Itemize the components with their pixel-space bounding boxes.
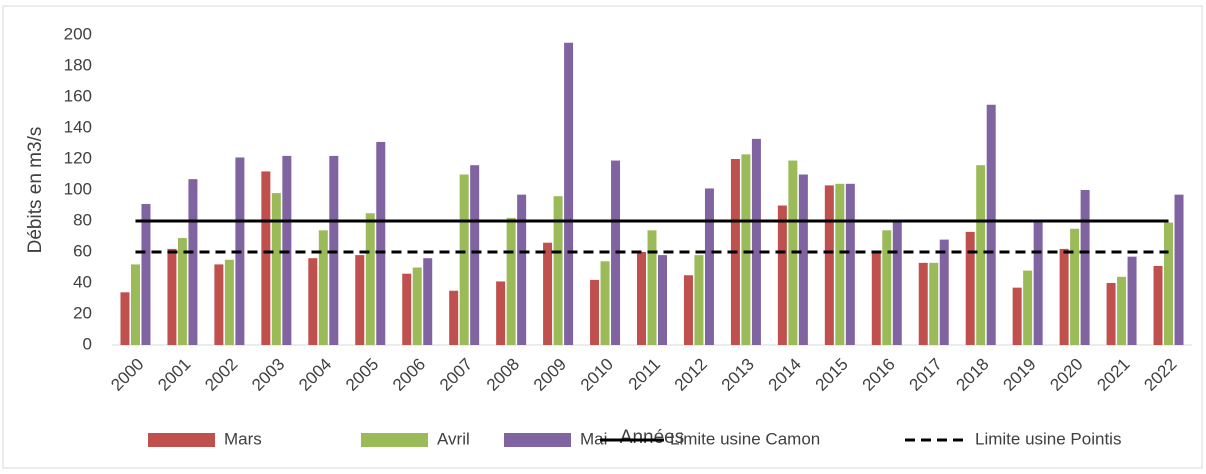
bar <box>1070 228 1080 345</box>
bar <box>929 262 939 345</box>
y-tick-label: 120 <box>64 148 92 167</box>
legend-label: Limite usine Camon <box>670 429 820 448</box>
bar <box>777 205 787 345</box>
bar <box>1164 222 1174 345</box>
bar <box>892 221 902 345</box>
bar <box>214 264 224 345</box>
bar <box>1117 276 1127 345</box>
bar <box>282 155 292 345</box>
bar <box>449 290 459 345</box>
y-tick-label: 80 <box>73 210 92 229</box>
bar <box>329 155 339 345</box>
bar <box>683 275 693 345</box>
bar <box>1012 287 1022 345</box>
bar <box>517 194 527 345</box>
bar <box>141 203 151 345</box>
bar <box>918 262 928 345</box>
bar <box>167 248 177 345</box>
y-tick-label: 60 <box>73 241 92 260</box>
bar <box>741 154 751 345</box>
bar <box>590 279 600 345</box>
bar <box>261 171 271 345</box>
bar <box>1153 265 1163 345</box>
bar <box>318 230 328 345</box>
y-tick-label: 40 <box>73 272 92 291</box>
bar <box>543 242 553 345</box>
bar <box>120 292 130 345</box>
bar <box>647 230 657 345</box>
bar <box>308 258 318 345</box>
legend-label: Avril <box>437 429 470 448</box>
bar <box>1059 248 1069 345</box>
bar <box>637 252 646 345</box>
bar <box>976 165 986 345</box>
bar <box>188 179 198 345</box>
y-tick-label: 0 <box>83 334 92 353</box>
bar <box>871 252 881 345</box>
y-tick-label: 200 <box>64 24 92 43</box>
legend-label: Limite usine Pointis <box>975 429 1121 448</box>
legend-label: Mars <box>224 429 262 448</box>
y-tick-label: 140 <box>64 117 92 136</box>
bar <box>1106 283 1116 345</box>
bar <box>986 104 996 345</box>
y-tick-label: 100 <box>64 179 92 198</box>
bar <box>824 185 834 345</box>
bar <box>470 165 480 345</box>
bar <box>1127 256 1137 345</box>
bar <box>798 174 808 345</box>
bar <box>553 196 563 345</box>
bar <box>939 239 949 345</box>
x-axis-title: Années <box>620 427 684 448</box>
bar <box>835 183 845 345</box>
bar <box>751 138 761 345</box>
legend-swatch <box>361 433 428 447</box>
bar <box>658 255 667 345</box>
y-axis-title: Débits en m3/s <box>25 127 46 254</box>
y-tick-label: 180 <box>64 55 92 74</box>
y-tick-label: 160 <box>64 86 92 105</box>
bar <box>365 213 375 345</box>
bar <box>376 141 386 345</box>
bar <box>845 183 855 345</box>
bar <box>704 188 714 345</box>
chart-border <box>2 5 1203 469</box>
legend-label: Mai <box>580 429 607 448</box>
bar <box>694 255 704 345</box>
y-tick-label: 20 <box>73 303 92 322</box>
bar <box>1174 194 1184 345</box>
bar <box>459 174 469 345</box>
bar <box>1080 190 1090 345</box>
bar <box>402 273 412 345</box>
bar <box>355 255 365 345</box>
bar <box>1023 270 1033 345</box>
bar <box>177 238 187 345</box>
bar <box>271 193 281 345</box>
bar <box>882 230 892 345</box>
bar <box>506 217 516 345</box>
bar <box>564 42 574 345</box>
bar <box>1033 222 1043 345</box>
legend-swatch <box>148 433 215 447</box>
bar <box>224 259 234 345</box>
bar <box>130 264 140 345</box>
legend-swatch <box>504 433 571 447</box>
bar <box>423 258 433 345</box>
bar <box>965 231 975 345</box>
bar <box>412 267 422 345</box>
bar <box>600 261 610 345</box>
bar <box>496 281 506 345</box>
